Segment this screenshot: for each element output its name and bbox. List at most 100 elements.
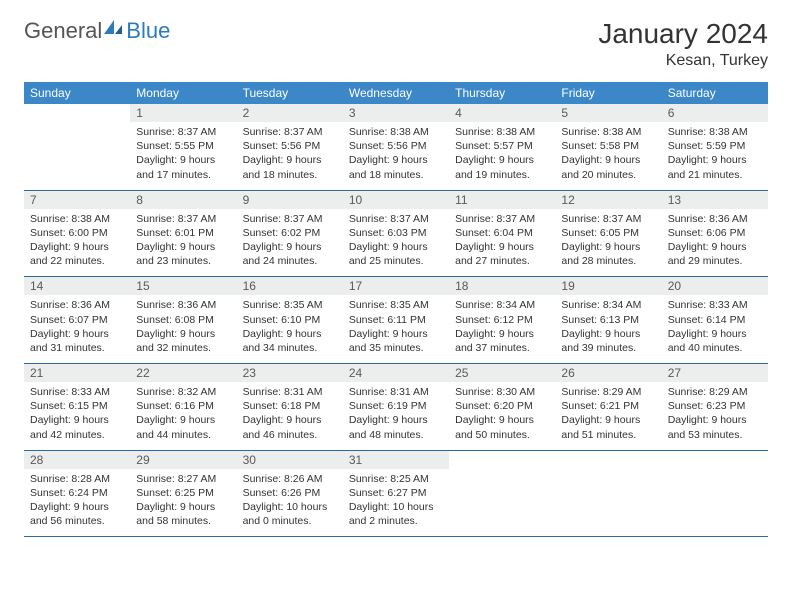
brand-logo: General Blue (24, 18, 170, 44)
day-body: Sunrise: 8:35 AMSunset: 6:11 PMDaylight:… (343, 295, 449, 363)
day-line: Daylight: 9 hours (30, 500, 124, 514)
day-number: 27 (662, 364, 768, 382)
day-line: Sunset: 6:15 PM (30, 399, 124, 413)
day-body: Sunrise: 8:37 AMSunset: 5:55 PMDaylight:… (130, 122, 236, 190)
day-line: and 35 minutes. (349, 341, 443, 355)
day-number: 14 (24, 277, 130, 295)
day-body: Sunrise: 8:34 AMSunset: 6:13 PMDaylight:… (555, 295, 661, 363)
day-body (24, 122, 130, 184)
calendar-body: 1Sunrise: 8:37 AMSunset: 5:55 PMDaylight… (24, 104, 768, 537)
day-line: Daylight: 9 hours (243, 327, 337, 341)
calendar-cell: 3Sunrise: 8:38 AMSunset: 5:56 PMDaylight… (343, 104, 449, 190)
day-line: Sunset: 6:07 PM (30, 313, 124, 327)
day-line: Daylight: 9 hours (30, 240, 124, 254)
day-body: Sunrise: 8:31 AMSunset: 6:18 PMDaylight:… (237, 382, 343, 450)
day-line: Sunrise: 8:38 AM (30, 212, 124, 226)
day-number: 15 (130, 277, 236, 295)
day-number: 28 (24, 451, 130, 469)
day-line: and 0 minutes. (243, 514, 337, 528)
day-body: Sunrise: 8:37 AMSunset: 6:03 PMDaylight:… (343, 209, 449, 277)
day-line: and 29 minutes. (668, 254, 762, 268)
day-body: Sunrise: 8:30 AMSunset: 6:20 PMDaylight:… (449, 382, 555, 450)
weekday-header: Wednesday (343, 82, 449, 104)
day-number: 5 (555, 104, 661, 122)
calendar-cell (449, 450, 555, 537)
day-line: Daylight: 9 hours (349, 413, 443, 427)
day-number: 29 (130, 451, 236, 469)
weekday-header: Monday (130, 82, 236, 104)
day-body (662, 469, 768, 531)
day-body (555, 469, 661, 531)
day-line: Daylight: 9 hours (349, 327, 443, 341)
calendar-cell: 19Sunrise: 8:34 AMSunset: 6:13 PMDayligh… (555, 277, 661, 364)
calendar-cell: 24Sunrise: 8:31 AMSunset: 6:19 PMDayligh… (343, 364, 449, 451)
day-number: 1 (130, 104, 236, 122)
day-line: Daylight: 9 hours (30, 413, 124, 427)
day-line: Sunset: 6:25 PM (136, 486, 230, 500)
day-line: Daylight: 9 hours (668, 240, 762, 254)
day-body: Sunrise: 8:38 AMSunset: 5:58 PMDaylight:… (555, 122, 661, 190)
calendar-cell: 5Sunrise: 8:38 AMSunset: 5:58 PMDaylight… (555, 104, 661, 190)
day-number (24, 104, 130, 122)
day-line: and 40 minutes. (668, 341, 762, 355)
day-body: Sunrise: 8:33 AMSunset: 6:15 PMDaylight:… (24, 382, 130, 450)
day-line: Sunset: 6:18 PM (243, 399, 337, 413)
day-line: Daylight: 10 hours (349, 500, 443, 514)
day-line: Daylight: 9 hours (136, 153, 230, 167)
day-number: 3 (343, 104, 449, 122)
day-line: Daylight: 9 hours (349, 153, 443, 167)
day-number: 23 (237, 364, 343, 382)
calendar-cell: 31Sunrise: 8:25 AMSunset: 6:27 PMDayligh… (343, 450, 449, 537)
calendar-cell: 15Sunrise: 8:36 AMSunset: 6:08 PMDayligh… (130, 277, 236, 364)
day-body: Sunrise: 8:37 AMSunset: 6:04 PMDaylight:… (449, 209, 555, 277)
day-number: 18 (449, 277, 555, 295)
day-number (555, 451, 661, 469)
calendar-cell: 18Sunrise: 8:34 AMSunset: 6:12 PMDayligh… (449, 277, 555, 364)
day-body: Sunrise: 8:27 AMSunset: 6:25 PMDaylight:… (130, 469, 236, 537)
day-body: Sunrise: 8:38 AMSunset: 6:00 PMDaylight:… (24, 209, 130, 277)
day-line: Daylight: 9 hours (455, 413, 549, 427)
day-line: Sunrise: 8:31 AM (349, 385, 443, 399)
day-line: Sunset: 5:59 PM (668, 139, 762, 153)
day-line: Sunrise: 8:33 AM (668, 298, 762, 312)
day-number: 25 (449, 364, 555, 382)
day-body: Sunrise: 8:38 AMSunset: 5:59 PMDaylight:… (662, 122, 768, 190)
day-line: Sunset: 6:05 PM (561, 226, 655, 240)
day-line: Sunset: 6:16 PM (136, 399, 230, 413)
day-body: Sunrise: 8:32 AMSunset: 6:16 PMDaylight:… (130, 382, 236, 450)
day-body: Sunrise: 8:33 AMSunset: 6:14 PMDaylight:… (662, 295, 768, 363)
day-line: Sunset: 6:20 PM (455, 399, 549, 413)
day-line: Sunrise: 8:35 AM (349, 298, 443, 312)
day-body: Sunrise: 8:37 AMSunset: 6:05 PMDaylight:… (555, 209, 661, 277)
day-line: Sunrise: 8:36 AM (668, 212, 762, 226)
day-line: Sunrise: 8:28 AM (30, 472, 124, 486)
day-body: Sunrise: 8:26 AMSunset: 6:26 PMDaylight:… (237, 469, 343, 537)
day-line: Sunrise: 8:37 AM (349, 212, 443, 226)
day-number (662, 451, 768, 469)
calendar-cell (555, 450, 661, 537)
day-number: 12 (555, 191, 661, 209)
day-line: Sunrise: 8:33 AM (30, 385, 124, 399)
location: Kesan, Turkey (598, 52, 768, 70)
calendar-cell: 22Sunrise: 8:32 AMSunset: 6:16 PMDayligh… (130, 364, 236, 451)
day-line: and 23 minutes. (136, 254, 230, 268)
day-line: Daylight: 9 hours (668, 327, 762, 341)
day-line: Sunset: 6:10 PM (243, 313, 337, 327)
day-line: Sunset: 6:19 PM (349, 399, 443, 413)
day-number: 30 (237, 451, 343, 469)
calendar-cell: 6Sunrise: 8:38 AMSunset: 5:59 PMDaylight… (662, 104, 768, 190)
day-number: 16 (237, 277, 343, 295)
day-number: 9 (237, 191, 343, 209)
calendar-cell: 28 Sunrise: 8:28 AMSunset: 6:24 PMDayligh… (24, 450, 130, 537)
day-line: Daylight: 9 hours (243, 153, 337, 167)
day-number: 31 (343, 451, 449, 469)
day-line: Sunset: 6:00 PM (30, 226, 124, 240)
day-line: and 53 minutes. (668, 428, 762, 442)
calendar-week-row: 14Sunrise: 8:36 AMSunset: 6:07 PMDayligh… (24, 277, 768, 364)
day-number: 2 (237, 104, 343, 122)
day-line: Sunset: 5:55 PM (136, 139, 230, 153)
day-line: Sunset: 6:24 PM (30, 486, 124, 500)
weekday-header: Friday (555, 82, 661, 104)
day-body: Sunrise: 8:25 AMSunset: 6:27 PMDaylight:… (343, 469, 449, 537)
calendar-week-row: 7Sunrise: 8:38 AMSunset: 6:00 PMDaylight… (24, 190, 768, 277)
